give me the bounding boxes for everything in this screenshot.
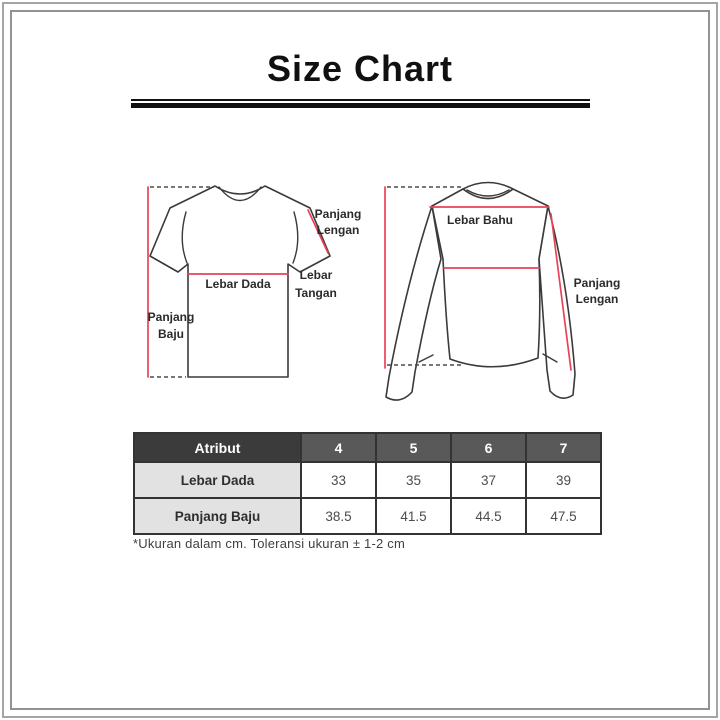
inner-frame-border bbox=[10, 10, 710, 710]
table-header-size-6: 6 bbox=[450, 432, 527, 463]
table-row-panjang-baju: Panjang Baju 38.5 41.5 44.5 47.5 bbox=[133, 497, 602, 535]
left-sleeve-seam bbox=[181, 211, 188, 264]
lebar-tangan-label-line2: Tangan bbox=[295, 286, 337, 300]
collar-inner-arc bbox=[466, 189, 510, 197]
collar-inner-arc bbox=[218, 186, 262, 202]
row-label-lebar-dada: Lebar Dada bbox=[133, 461, 302, 499]
table-cell: 33 bbox=[300, 461, 377, 499]
right-sleeve-seam bbox=[292, 211, 299, 264]
table-header-size-7: 7 bbox=[525, 432, 602, 463]
title-divider bbox=[131, 99, 590, 108]
tshirt-outline bbox=[149, 185, 331, 378]
right-sleeve-outline bbox=[538, 205, 576, 399]
right-cuff-notch bbox=[542, 353, 558, 363]
lebar-tangan-label-line1: Lebar bbox=[300, 268, 333, 282]
table-cell: 39 bbox=[525, 461, 602, 499]
table-header-attribute: Atribut bbox=[133, 432, 302, 463]
table-cell: 41.5 bbox=[375, 497, 452, 535]
panjang-lengan-label-line1: Panjang bbox=[574, 276, 621, 290]
left-sleeve-outline bbox=[385, 205, 442, 401]
panjang-baju-label-line2: Baju bbox=[158, 327, 184, 341]
size-table: Atribut 4 5 6 7 Lebar Dada 33 35 37 39 P… bbox=[133, 432, 602, 535]
panjang-baju-label-line1: Panjang bbox=[148, 310, 195, 324]
divider-thick-line bbox=[131, 103, 590, 108]
panjang-lengan-label-line2: Lengan bbox=[317, 223, 360, 237]
lebar-bahu-label: Lebar Bahu bbox=[447, 213, 513, 227]
table-cell: 44.5 bbox=[450, 497, 527, 535]
table-row-lebar-dada: Lebar Dada 33 35 37 39 bbox=[133, 461, 602, 499]
row-label-panjang-baju: Panjang Baju bbox=[133, 497, 302, 535]
table-header-size-4: 4 bbox=[300, 432, 377, 463]
panjang-lengan-measure-line bbox=[307, 209, 329, 254]
table-header-row: Atribut 4 5 6 7 bbox=[133, 432, 602, 463]
page-title: Size Chart bbox=[266, 48, 454, 89]
panjang-lengan-label-line2: Lengan bbox=[576, 292, 619, 306]
divider-thin-line bbox=[131, 99, 590, 101]
table-header-size-5: 5 bbox=[375, 432, 452, 463]
footnote: *Ukuran dalam cm. Toleransi ukuran ± 1-2… bbox=[133, 536, 405, 551]
panjang-lengan-measure-line bbox=[550, 213, 572, 371]
panjang-lengan-label-line1: Panjang bbox=[315, 207, 362, 221]
short-sleeve-shirt-diagram: Lebar Dada Panjang Lengan Lebar Tangan P… bbox=[147, 185, 362, 378]
table-cell: 47.5 bbox=[525, 497, 602, 535]
lebar-dada-label: Lebar Dada bbox=[205, 277, 271, 291]
table-cell: 38.5 bbox=[300, 497, 377, 535]
table-cell: 37 bbox=[450, 461, 527, 499]
left-cuff-notch bbox=[418, 354, 434, 363]
long-sleeve-shirt-diagram: Lebar Bahu Panjang Lengan bbox=[384, 181, 621, 401]
table-cell: 35 bbox=[375, 461, 452, 499]
